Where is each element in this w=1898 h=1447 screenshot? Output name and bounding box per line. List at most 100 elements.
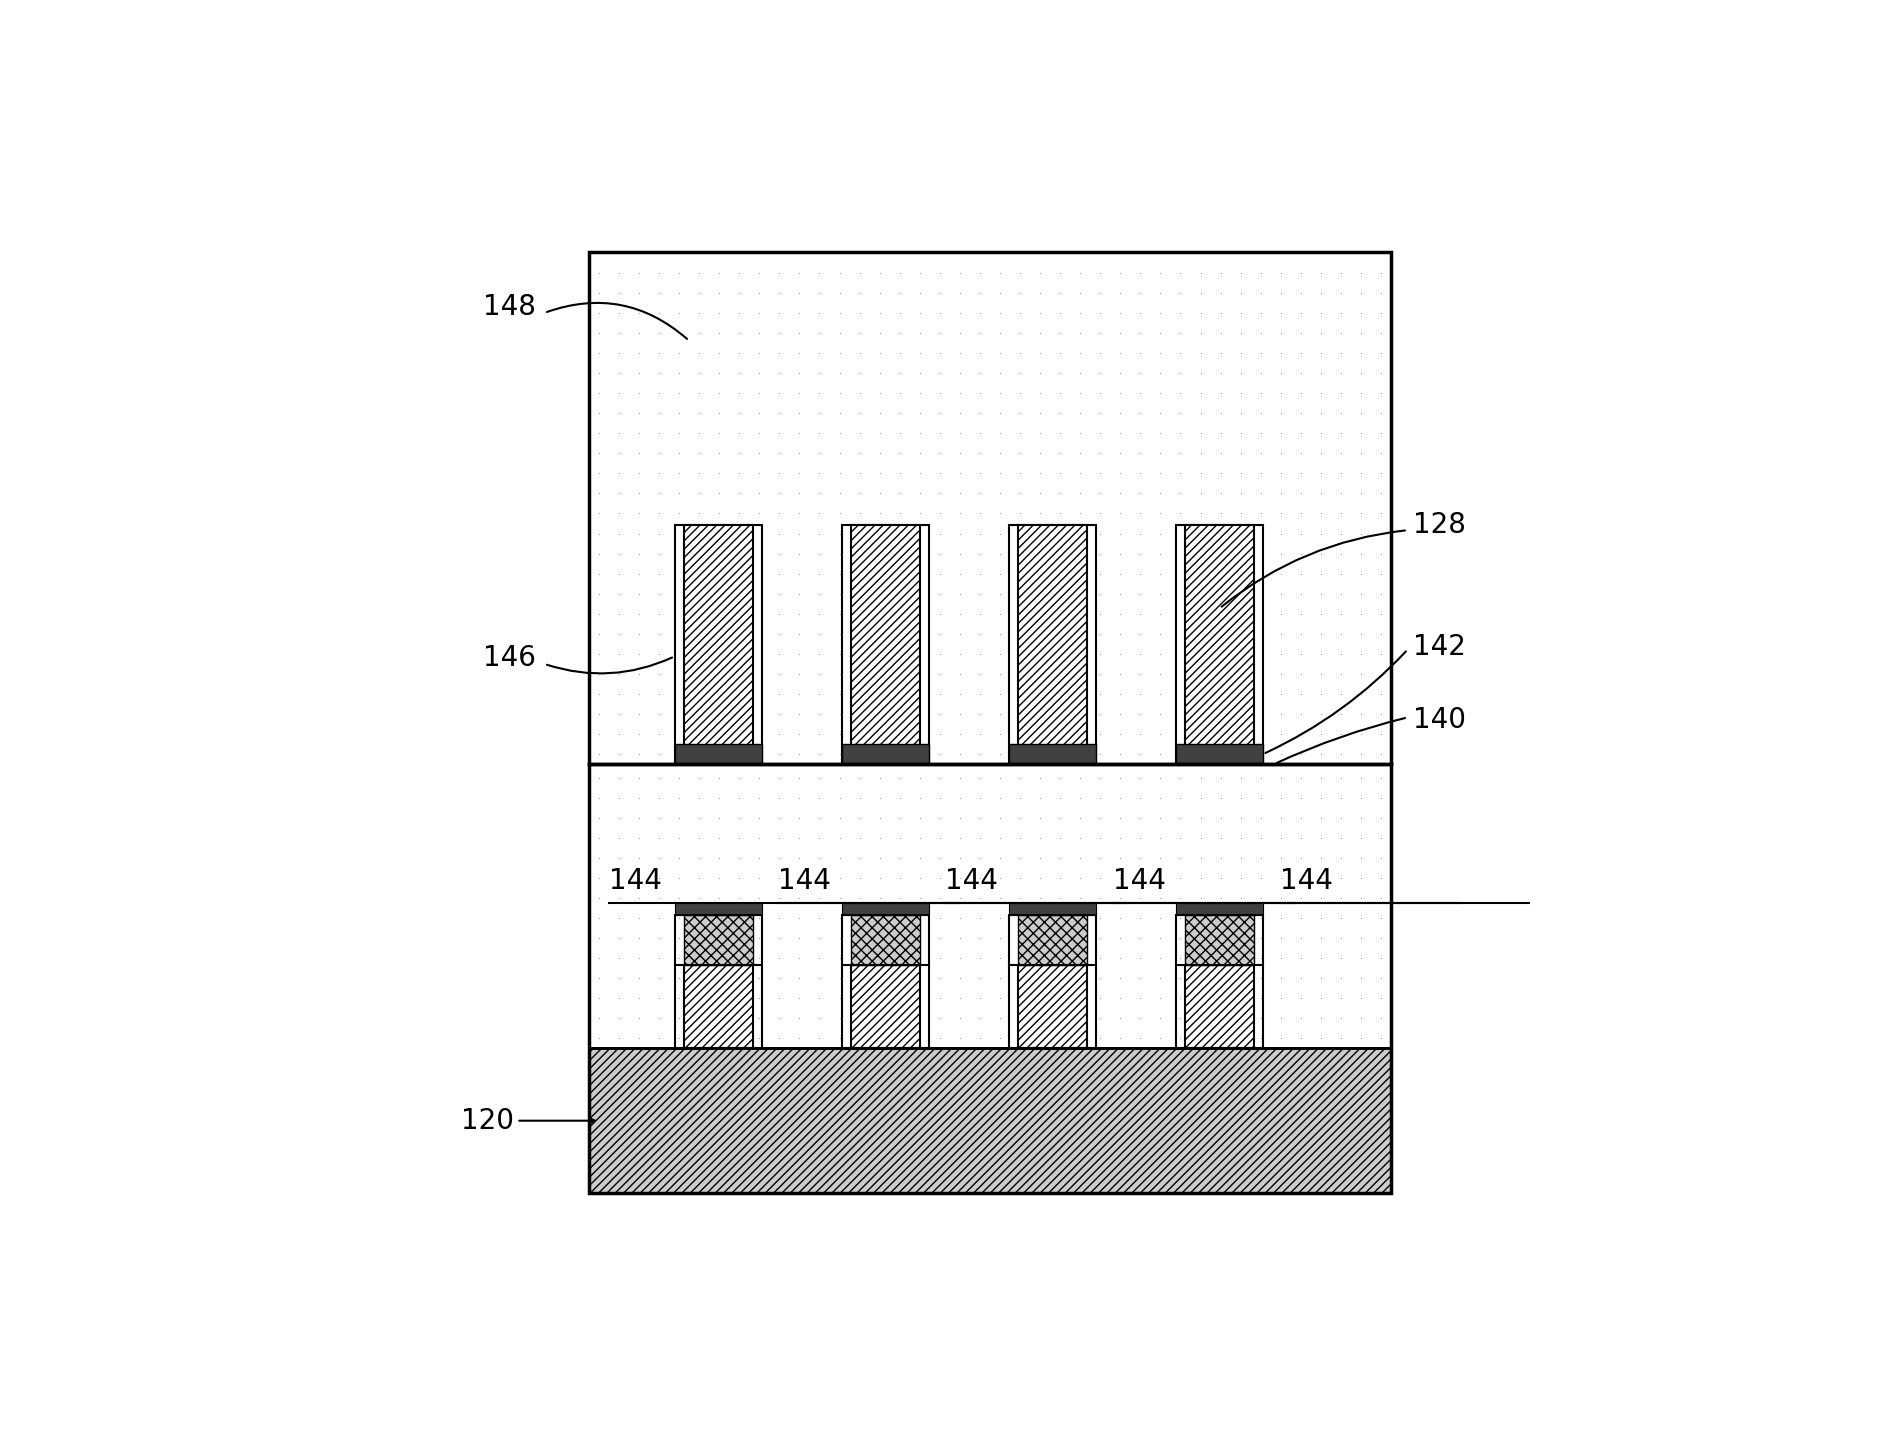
Point: [1346, 826, 1376, 849]
Point: [1285, 663, 1315, 686]
Bar: [588, 252, 1391, 1194]
Point: [723, 786, 754, 809]
Point: [1065, 561, 1095, 585]
Point: [763, 642, 793, 666]
Point: [1365, 262, 1395, 285]
Point: [1004, 967, 1034, 990]
Point: [583, 663, 613, 686]
Point: [1044, 582, 1074, 605]
Point: [623, 382, 653, 405]
Point: [683, 663, 714, 686]
Point: [924, 886, 955, 910]
Point: [924, 846, 955, 870]
Point: [1105, 561, 1135, 585]
Point: [744, 1007, 774, 1030]
Point: [964, 765, 995, 789]
Point: [1205, 742, 1236, 765]
Point: [1025, 987, 1055, 1010]
Point: [643, 341, 674, 365]
Point: [604, 722, 634, 745]
Point: [824, 561, 854, 585]
Point: [1025, 382, 1055, 405]
Point: [1365, 321, 1395, 344]
Point: [1065, 242, 1095, 265]
Point: [985, 826, 1015, 849]
Point: [985, 967, 1015, 990]
Point: [805, 382, 835, 405]
Point: [903, 522, 934, 546]
Point: [1025, 886, 1055, 910]
Point: [824, 886, 854, 910]
Point: [704, 301, 735, 324]
Point: [784, 402, 814, 425]
Point: [1004, 543, 1034, 566]
Point: [664, 702, 695, 725]
Point: [1084, 806, 1114, 829]
Point: [924, 281, 955, 304]
Point: [924, 826, 955, 849]
Point: [824, 441, 854, 464]
Point: [1144, 281, 1175, 304]
Point: [864, 582, 894, 605]
Point: [805, 402, 835, 425]
Point: [805, 946, 835, 969]
Point: [1264, 683, 1294, 706]
Point: [903, 341, 934, 365]
Point: [1025, 462, 1055, 485]
Point: [744, 786, 774, 809]
Point: [683, 543, 714, 566]
Point: [723, 826, 754, 849]
Point: [1205, 582, 1236, 605]
Point: [1084, 262, 1114, 285]
Point: [704, 702, 735, 725]
Point: [723, 321, 754, 344]
Point: [1285, 683, 1315, 706]
Point: [924, 341, 955, 365]
Point: [1264, 441, 1294, 464]
Point: [964, 906, 995, 929]
Point: [1184, 765, 1215, 789]
Point: [583, 482, 613, 505]
Point: [1004, 482, 1034, 505]
Point: [664, 341, 695, 365]
Point: [943, 742, 974, 765]
Point: [643, 683, 674, 706]
Point: [1084, 867, 1114, 890]
Point: [1306, 722, 1336, 745]
Point: [1184, 622, 1215, 645]
Point: [1065, 402, 1095, 425]
Point: [683, 242, 714, 265]
Point: [744, 301, 774, 324]
Point: [1044, 826, 1074, 849]
Point: [1346, 702, 1376, 725]
Point: [985, 867, 1015, 890]
Point: [1346, 886, 1376, 910]
Point: [964, 722, 995, 745]
Point: [884, 421, 915, 444]
Point: [943, 926, 974, 949]
Point: [763, 362, 793, 385]
Point: [985, 582, 1015, 605]
Point: [623, 722, 653, 745]
Point: [583, 402, 613, 425]
Point: [664, 622, 695, 645]
Point: [884, 886, 915, 910]
Point: [723, 846, 754, 870]
Point: [683, 561, 714, 585]
Point: [1126, 826, 1156, 849]
Point: [683, 602, 714, 625]
Point: [824, 926, 854, 949]
Point: [1285, 946, 1315, 969]
Point: [924, 622, 955, 645]
Point: [903, 987, 934, 1010]
Point: [1346, 906, 1376, 929]
Point: [805, 582, 835, 605]
Point: [1365, 906, 1395, 929]
Point: [1285, 402, 1315, 425]
Point: [1245, 946, 1275, 969]
Point: [583, 867, 613, 890]
Point: [664, 602, 695, 625]
Point: [864, 663, 894, 686]
Point: [763, 663, 793, 686]
Point: [845, 786, 875, 809]
